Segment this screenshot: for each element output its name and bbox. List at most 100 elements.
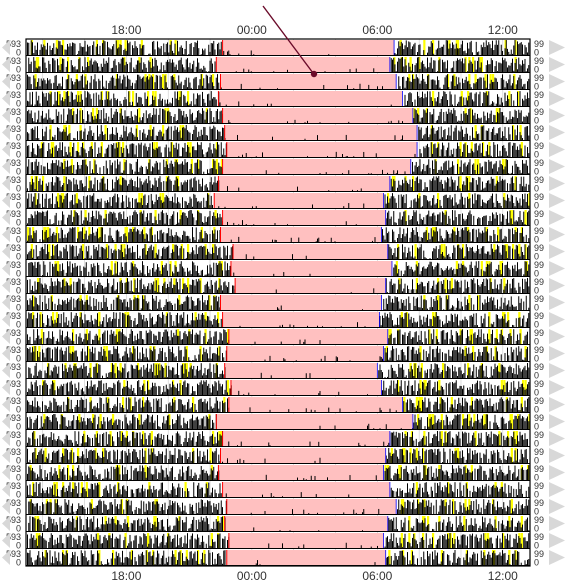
activity-bar bbox=[65, 244, 67, 259]
activity-bar bbox=[385, 278, 387, 293]
light-marker bbox=[169, 261, 172, 276]
activity-bar bbox=[469, 108, 471, 123]
activity-bar bbox=[89, 45, 91, 55]
activity-bar bbox=[528, 172, 530, 174]
light-marker bbox=[140, 193, 143, 208]
activity-bar bbox=[510, 62, 512, 72]
activity-bar bbox=[83, 283, 85, 293]
activity-bar bbox=[472, 109, 473, 123]
activity-bar bbox=[432, 79, 433, 89]
activity-bar bbox=[500, 329, 502, 344]
activity-bar bbox=[154, 271, 156, 276]
activity-bar bbox=[187, 179, 188, 191]
activity-bar bbox=[475, 41, 477, 55]
activity-bar bbox=[499, 252, 501, 259]
activity-bar bbox=[208, 190, 210, 191]
activity-bar bbox=[87, 195, 88, 208]
activity-bar bbox=[195, 42, 197, 55]
activity-bar bbox=[430, 261, 432, 276]
activity-bar bbox=[448, 178, 450, 191]
activity-bar bbox=[404, 236, 406, 242]
activity-bar bbox=[432, 43, 433, 55]
activity-bar bbox=[432, 285, 433, 293]
activity-bar bbox=[442, 238, 443, 242]
activity-bar bbox=[355, 68, 357, 72]
activity-bar bbox=[502, 239, 503, 242]
activity-bar bbox=[273, 71, 275, 72]
activity-bar bbox=[48, 347, 50, 361]
activity-bar bbox=[172, 288, 173, 293]
activity-bar bbox=[184, 231, 186, 242]
activity-bar bbox=[149, 212, 151, 225]
activity-bar bbox=[435, 84, 437, 89]
activity-bar bbox=[515, 306, 517, 310]
activity-bar bbox=[117, 48, 118, 55]
activity-bar bbox=[45, 254, 47, 259]
activity-bar bbox=[440, 331, 442, 344]
activity-bar bbox=[163, 314, 165, 327]
activity-bar bbox=[44, 166, 46, 174]
activity-bar bbox=[349, 360, 351, 361]
activity-bar bbox=[402, 76, 403, 89]
activity-bar bbox=[464, 79, 466, 89]
activity-bar bbox=[172, 235, 173, 242]
activity-bar bbox=[394, 283, 396, 293]
activity-bar bbox=[524, 244, 526, 259]
activity-bar bbox=[160, 152, 162, 157]
activity-bar bbox=[472, 194, 473, 208]
activity-bar bbox=[78, 152, 80, 157]
activity-bar bbox=[184, 128, 186, 140]
light-marker bbox=[187, 142, 190, 157]
activity-bar bbox=[27, 188, 28, 191]
activity-bar bbox=[177, 212, 178, 225]
activity-bar bbox=[218, 355, 220, 361]
activity-bar bbox=[443, 195, 445, 208]
activity-bar bbox=[410, 219, 412, 225]
activity-bar bbox=[360, 188, 362, 191]
activity-bar bbox=[93, 119, 95, 123]
activity-bar bbox=[218, 339, 220, 344]
activity-bar bbox=[479, 143, 481, 157]
activity-bar bbox=[123, 270, 125, 276]
light-marker bbox=[217, 312, 220, 327]
activity-bar bbox=[143, 234, 145, 242]
activity-bar bbox=[37, 262, 38, 276]
activity-bar bbox=[197, 93, 198, 106]
activity-bar bbox=[195, 180, 197, 191]
activity-bar bbox=[145, 110, 147, 123]
activity-bar bbox=[64, 146, 66, 157]
activity-bar bbox=[70, 156, 72, 157]
activity-bar bbox=[478, 57, 480, 72]
activity-bar bbox=[123, 57, 125, 72]
activity-bar bbox=[107, 330, 108, 344]
activity-bar bbox=[160, 256, 162, 259]
activity-bar bbox=[79, 130, 81, 140]
activity-bar bbox=[500, 318, 502, 327]
activity-bar bbox=[488, 64, 490, 72]
activity-bar bbox=[165, 103, 167, 106]
activity-bar bbox=[213, 212, 215, 225]
activity-bar bbox=[112, 67, 113, 72]
activity-bar bbox=[208, 358, 210, 361]
activity-bar bbox=[442, 211, 443, 225]
activity-bar bbox=[68, 108, 70, 123]
activity-bar bbox=[138, 74, 140, 89]
activity-bar bbox=[232, 285, 233, 293]
activity-bar bbox=[459, 148, 461, 157]
light-marker bbox=[27, 227, 30, 242]
dark-phase-band bbox=[220, 295, 382, 311]
activity-bar bbox=[179, 237, 181, 242]
light-marker bbox=[95, 40, 98, 55]
activity-bar bbox=[167, 59, 168, 72]
activity-bar bbox=[154, 300, 156, 310]
light-marker bbox=[480, 261, 483, 276]
activity-bar bbox=[125, 236, 127, 242]
activity-bar bbox=[207, 234, 208, 242]
activity-bar bbox=[462, 196, 463, 208]
activity-bar bbox=[138, 298, 140, 310]
activity-bar bbox=[34, 193, 36, 208]
activity-bar bbox=[188, 67, 190, 72]
activity-bar bbox=[139, 62, 141, 72]
activity-bar bbox=[105, 213, 107, 225]
activity-bar bbox=[389, 312, 391, 327]
